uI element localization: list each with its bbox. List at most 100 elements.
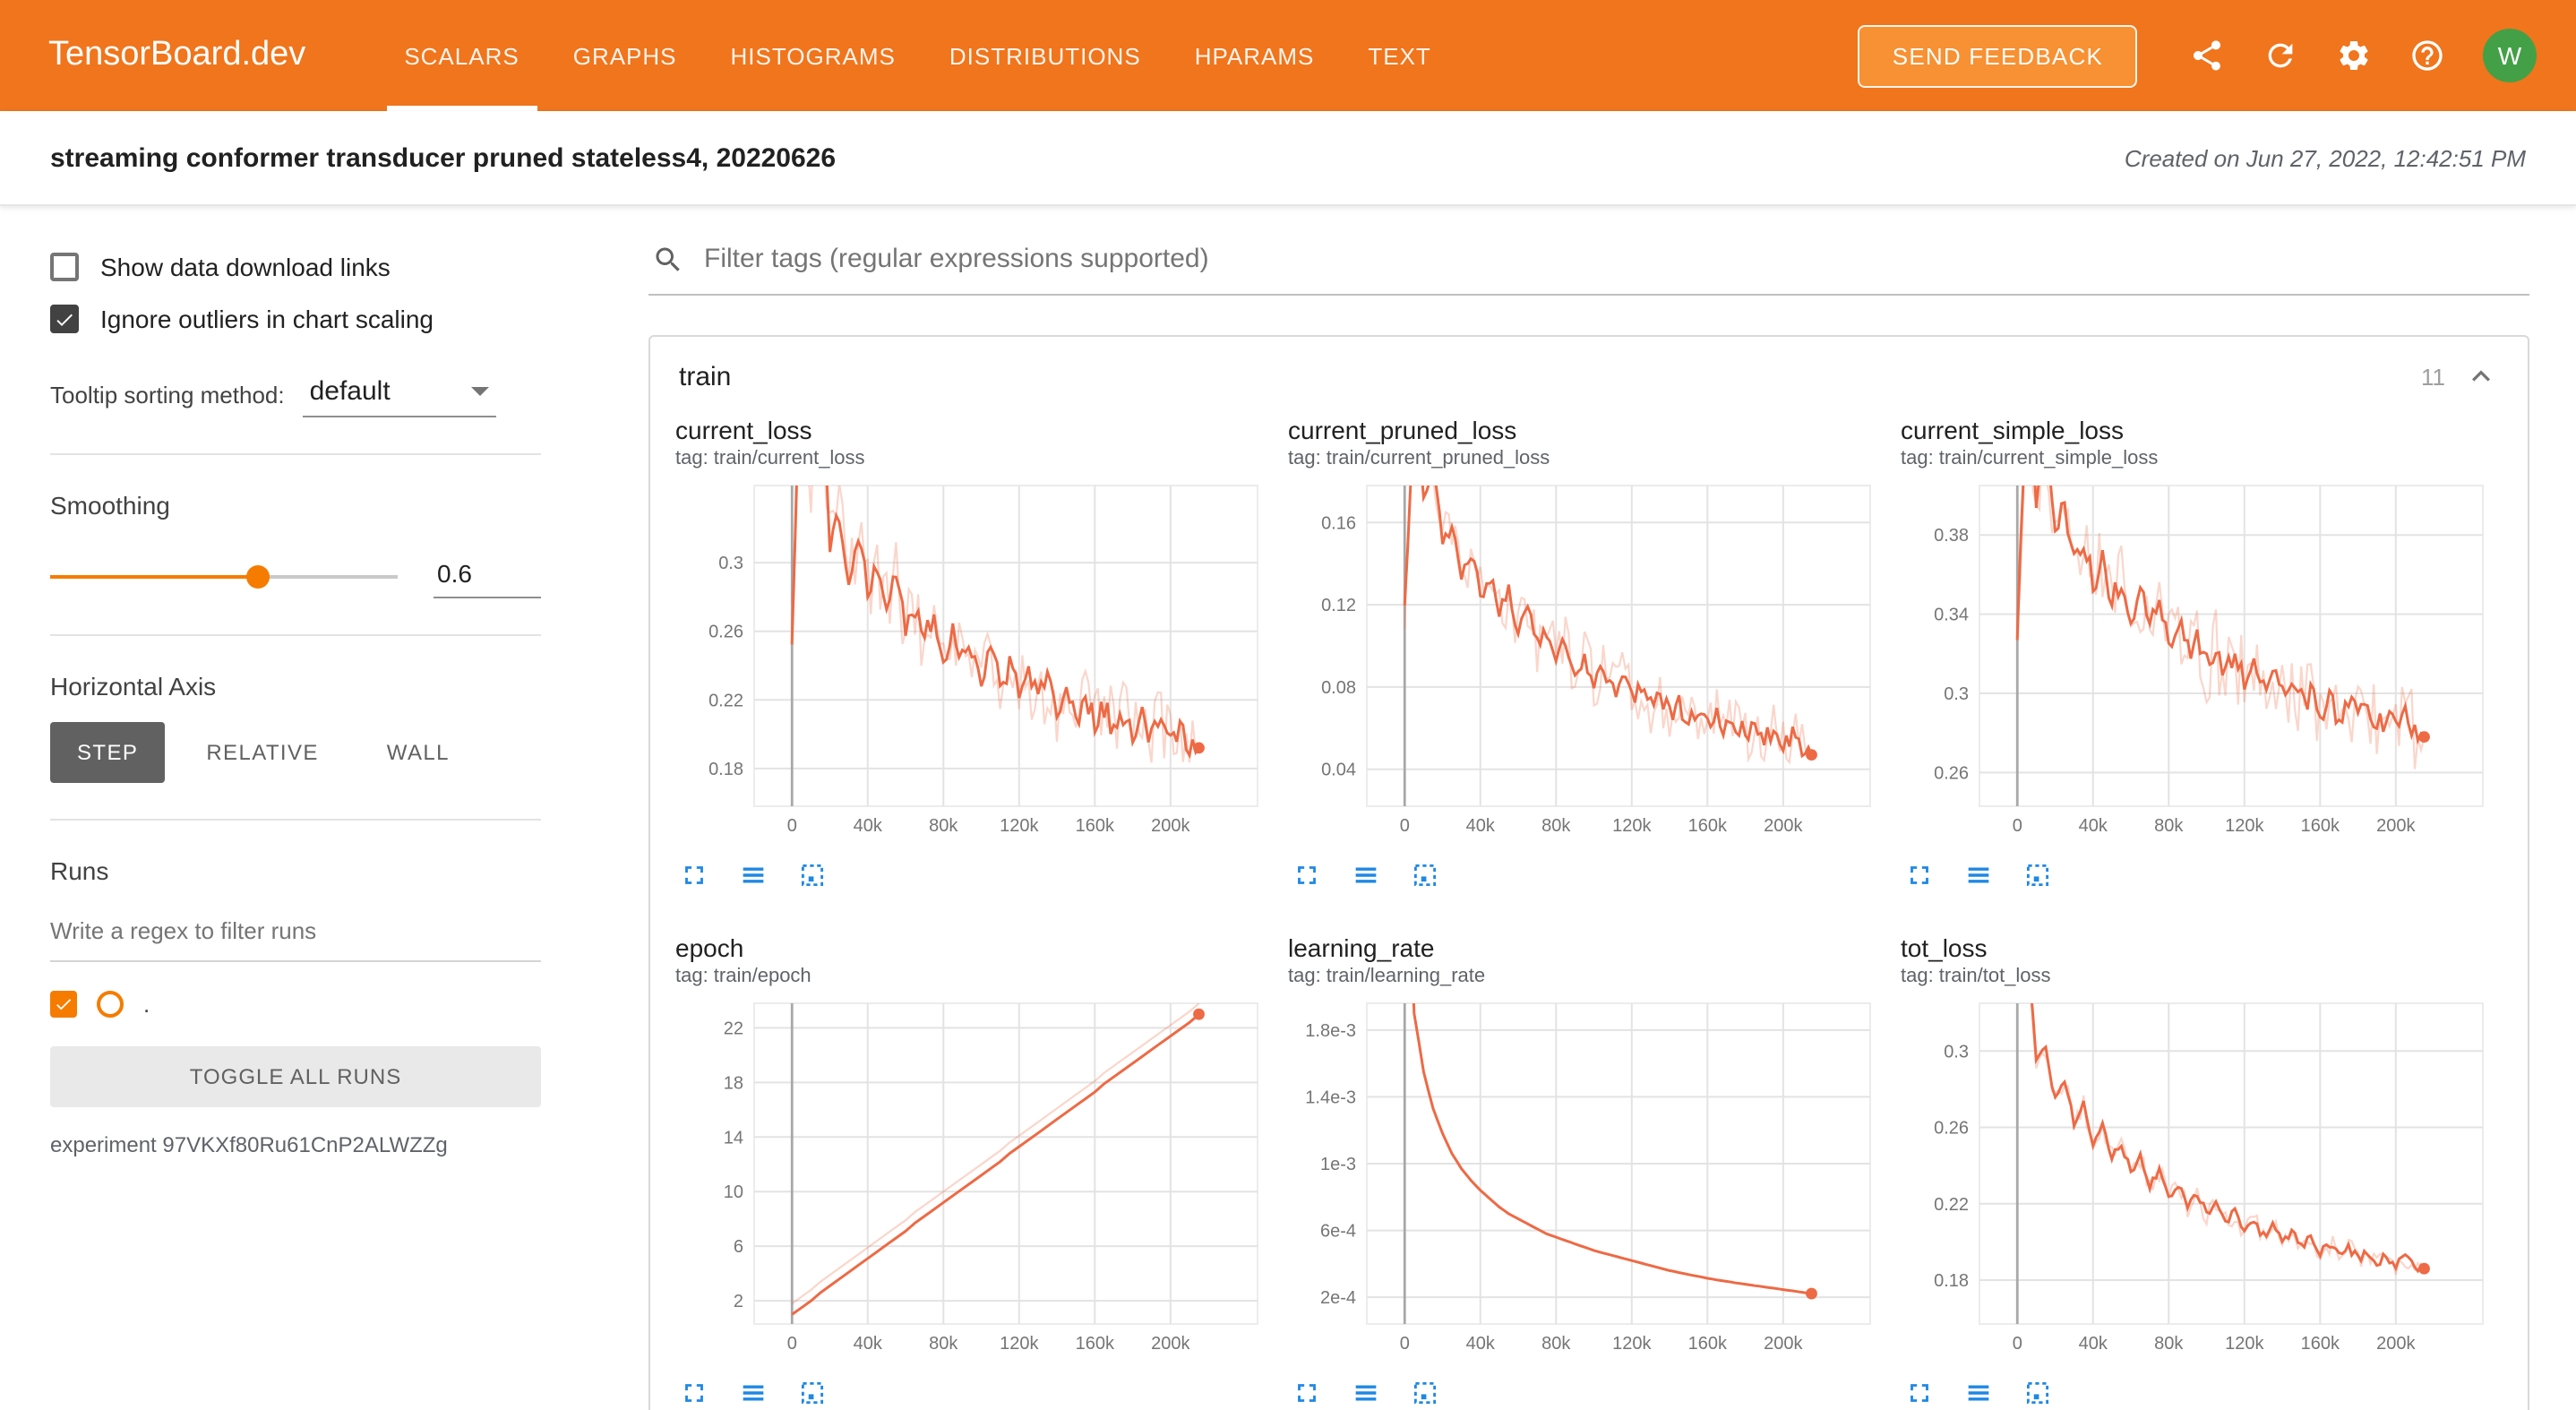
fit-domain-icon[interactable] bbox=[797, 860, 828, 890]
chart-tag: tag: train/tot_loss bbox=[1901, 966, 2051, 987]
data-table-icon[interactable] bbox=[738, 860, 769, 890]
data-table-icon[interactable] bbox=[1351, 860, 1381, 890]
chart-cell: epoch tag: train/epoch 2 6 10 14 18 22 0 40k 80k… bbox=[675, 933, 1267, 1408]
svg-text:0.04: 0.04 bbox=[1321, 761, 1356, 780]
run-row[interactable]: . bbox=[50, 991, 541, 1018]
chart-plot[interactable]: 2 6 10 14 18 22 0 40k 80k 120k 160k 200k bbox=[675, 994, 1267, 1367]
fit-domain-icon[interactable] bbox=[1410, 860, 1440, 890]
tab-histograms[interactable]: HISTOGRAMS bbox=[730, 42, 896, 69]
help-icon[interactable] bbox=[2409, 38, 2445, 73]
tab-distributions[interactable]: DISTRIBUTIONS bbox=[949, 42, 1141, 69]
train-card-header[interactable]: train 11 bbox=[650, 337, 2528, 412]
svg-text:200k: 200k bbox=[2376, 816, 2416, 836]
axis-button-wall[interactable]: WALL bbox=[360, 722, 477, 783]
tab-graphs[interactable]: GRAPHS bbox=[572, 42, 677, 69]
chart-plot[interactable]: 0.04 0.08 0.12 0.16 0 40k 80k 120k 160k 200k bbox=[1288, 477, 1879, 849]
fullscreen-icon[interactable] bbox=[1904, 860, 1935, 890]
smoothing-value[interactable]: 0.6 bbox=[434, 555, 541, 598]
svg-text:0: 0 bbox=[1400, 1334, 1410, 1354]
ignore-outliers-checkbox[interactable]: Ignore outliers in chart scaling bbox=[50, 305, 541, 333]
svg-text:160k: 160k bbox=[1688, 1334, 1728, 1354]
divider bbox=[50, 634, 541, 636]
checkbox-label: Ignore outliers in chart scaling bbox=[100, 305, 434, 333]
tag-filter bbox=[648, 231, 2529, 296]
svg-text:80k: 80k bbox=[2154, 1334, 2184, 1354]
svg-text:2e-4: 2e-4 bbox=[1320, 1288, 1356, 1308]
chart-title: current_loss bbox=[675, 416, 812, 444]
svg-text:120k: 120k bbox=[1612, 816, 1652, 836]
axis-button-relative[interactable]: RELATIVE bbox=[179, 722, 345, 783]
share-icon[interactable] bbox=[2189, 38, 2225, 73]
nav-tabs: SCALARS GRAPHS HISTOGRAMS DISTRIBUTIONS HPAR… bbox=[377, 0, 1458, 111]
chart-plot[interactable]: 2e-4 6e-4 1e-3 1.4e-3 1.8e-3 0 40k 80k 120k 160k 2… bbox=[1288, 994, 1879, 1367]
svg-text:200k: 200k bbox=[1764, 1334, 1803, 1354]
tab-text[interactable]: TEXT bbox=[1368, 42, 1431, 69]
svg-text:2: 2 bbox=[734, 1292, 743, 1311]
chart-plot[interactable]: 0.18 0.22 0.26 0.3 0 40k 80k 120k 160k 200k bbox=[675, 477, 1267, 849]
svg-text:40k: 40k bbox=[854, 1334, 883, 1354]
sidebar: Show data download links Ignore outliers… bbox=[0, 206, 591, 1410]
avatar[interactable]: W bbox=[2483, 29, 2537, 82]
slider-thumb[interactable] bbox=[246, 565, 270, 589]
svg-text:40k: 40k bbox=[2079, 1334, 2108, 1354]
fit-domain-icon[interactable] bbox=[2022, 860, 2053, 890]
svg-text:0: 0 bbox=[1400, 816, 1410, 836]
tab-hparams[interactable]: HPARAMS bbox=[1194, 42, 1315, 69]
fit-domain-icon[interactable] bbox=[2022, 1378, 2053, 1408]
collapse-icon[interactable] bbox=[2463, 358, 2499, 394]
show-download-links-checkbox[interactable]: Show data download links bbox=[50, 253, 541, 281]
tooltip-sorting-select[interactable]: default bbox=[302, 373, 496, 417]
svg-text:0.3: 0.3 bbox=[1944, 684, 1969, 704]
data-table-icon[interactable] bbox=[738, 1378, 769, 1408]
svg-text:0.08: 0.08 bbox=[1321, 678, 1356, 698]
divider bbox=[50, 453, 541, 455]
svg-text:80k: 80k bbox=[1541, 1334, 1571, 1354]
smoothing-label: Smoothing bbox=[50, 491, 170, 520]
settings-icon[interactable] bbox=[2336, 38, 2372, 73]
chart-plot[interactable]: 0.26 0.3 0.34 0.38 0 40k 80k 120k 160k 200k bbox=[1901, 477, 2492, 849]
search-icon bbox=[656, 246, 680, 271]
fullscreen-icon[interactable] bbox=[679, 860, 709, 890]
axis-button-step[interactable]: STEP bbox=[50, 722, 166, 783]
header-actions: SEND FEEDBACK W bbox=[1858, 0, 2537, 111]
chart-actions bbox=[1288, 860, 1879, 890]
svg-text:160k: 160k bbox=[1076, 816, 1115, 836]
send-feedback-button[interactable]: SEND FEEDBACK bbox=[1858, 24, 2137, 87]
tab-scalars[interactable]: SCALARS bbox=[377, 0, 545, 111]
svg-text:0.22: 0.22 bbox=[1934, 1195, 1969, 1215]
data-table-icon[interactable] bbox=[1963, 1378, 1994, 1408]
chart-tag: tag: train/current_pruned_loss bbox=[1288, 448, 1550, 469]
runs-filter-input[interactable] bbox=[50, 907, 541, 962]
svg-text:0: 0 bbox=[787, 816, 797, 836]
fullscreen-icon[interactable] bbox=[679, 1378, 709, 1408]
refresh-icon[interactable] bbox=[2263, 38, 2298, 73]
fit-domain-icon[interactable] bbox=[1410, 1378, 1440, 1408]
svg-text:200k: 200k bbox=[1151, 1334, 1190, 1354]
fullscreen-icon[interactable] bbox=[1904, 1378, 1935, 1408]
fullscreen-icon[interactable] bbox=[1292, 1378, 1322, 1408]
fullscreen-icon[interactable] bbox=[1292, 860, 1322, 890]
data-table-icon[interactable] bbox=[1351, 1378, 1381, 1408]
main-panel: train 11 current_loss tag: train/current… bbox=[591, 206, 2576, 1410]
toggle-all-runs-button[interactable]: TOGGLE ALL RUNS bbox=[50, 1046, 541, 1107]
experiment-title: streaming conformer transducer pruned st… bbox=[50, 142, 837, 173]
checkbox-checked-icon bbox=[50, 305, 79, 333]
svg-text:160k: 160k bbox=[2301, 816, 2340, 836]
svg-text:0.3: 0.3 bbox=[718, 554, 743, 573]
smoothing-slider[interactable] bbox=[50, 565, 398, 589]
run-checkbox-checked-icon[interactable] bbox=[50, 991, 77, 1018]
chart-cell: tot_loss tag: train/tot_loss 0.18 0.22 0.2… bbox=[1901, 933, 2492, 1408]
fit-domain-icon[interactable] bbox=[797, 1378, 828, 1408]
chart-plot[interactable]: 0.18 0.22 0.26 0.3 0 40k 80k 120k 160k 200k bbox=[1901, 994, 2492, 1367]
experiment-id: experiment 97VKXf80Ru61CnP2ALWZZg bbox=[50, 1132, 448, 1157]
svg-text:80k: 80k bbox=[929, 816, 958, 836]
app-logo[interactable]: TensorBoard.dev bbox=[48, 36, 306, 73]
svg-text:160k: 160k bbox=[2301, 1334, 2340, 1354]
svg-text:0.12: 0.12 bbox=[1321, 596, 1356, 615]
svg-text:0.26: 0.26 bbox=[1934, 1119, 1969, 1139]
slider-fill bbox=[50, 575, 259, 579]
svg-text:120k: 120k bbox=[2225, 816, 2264, 836]
svg-text:80k: 80k bbox=[2154, 816, 2184, 836]
data-table-icon[interactable] bbox=[1963, 860, 1994, 890]
tag-filter-input[interactable] bbox=[700, 242, 2526, 276]
